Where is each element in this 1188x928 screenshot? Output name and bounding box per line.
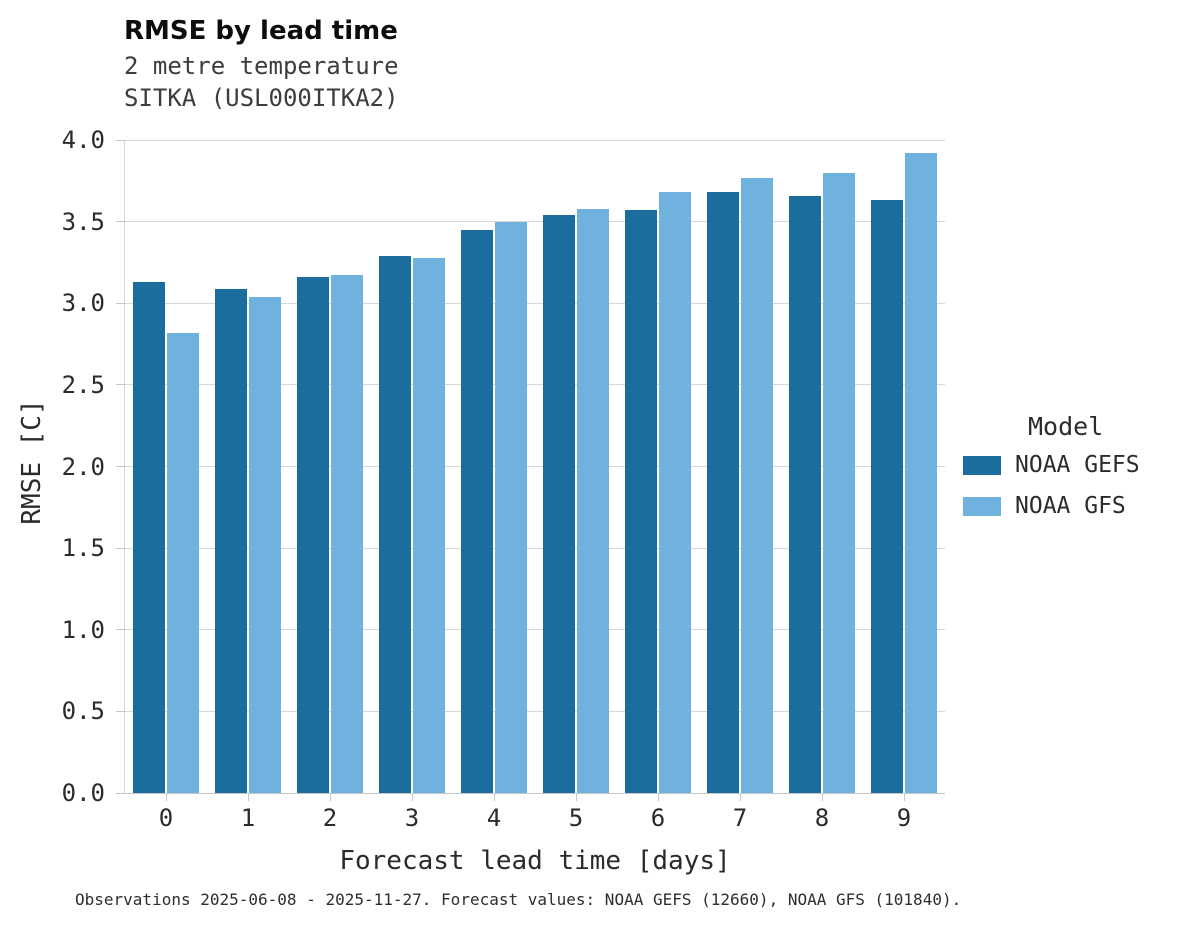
chart-title: RMSE by lead time — [124, 16, 398, 46]
bar-noaa-gfs-lead-3 — [413, 257, 445, 793]
y-tick-mark — [116, 710, 125, 712]
y-tick-label: 3.0 — [61, 289, 105, 318]
gridline — [125, 547, 945, 549]
x-tick-mark — [165, 793, 167, 801]
x-axis-label: Forecast lead time [days] — [339, 846, 731, 876]
legend-entry: NOAA GEFS — [963, 452, 1140, 478]
y-tick-mark — [116, 139, 125, 141]
legend: NOAA GEFS NOAA GFS — [963, 452, 1140, 519]
legend-title: Model — [1028, 412, 1104, 441]
plot-area: 0.0 0.5 1.0 1.5 2.0 2.5 3.0 3.5 4.0 0 1 2 3 4 5 6 7 8 9 — [62, 126, 945, 832]
gridline — [125, 384, 945, 386]
caption-observations: Observations 2025-06-08 - 2025-11-27. Fo… — [75, 890, 962, 909]
y-tick-mark — [116, 466, 125, 467]
y-tick-mark — [116, 792, 125, 794]
chart-subtitle-variable: 2 metre temperature — [124, 52, 399, 80]
y-tick-label: 1.5 — [61, 534, 105, 563]
x-tick-mark — [903, 793, 905, 801]
bar-noaa-gfs-lead-0 — [167, 332, 199, 793]
bar-noaa-gefs-lead-8 — [789, 195, 821, 793]
bar-noaa-gfs-lead-6 — [659, 192, 691, 793]
y-tick-mark — [116, 547, 125, 549]
x-tick-label: 4 — [486, 804, 502, 832]
bar-noaa-gfs-lead-1 — [249, 296, 281, 793]
x-tick-label: 7 — [732, 804, 748, 832]
x-tick-mark — [329, 793, 331, 801]
bar-noaa-gefs-lead-1 — [215, 288, 247, 793]
legend-label: NOAA GEFS — [1015, 452, 1140, 478]
gridline — [125, 710, 945, 712]
y-tick-label: 0.0 — [61, 779, 105, 807]
bar-noaa-gfs-lead-7 — [741, 177, 773, 793]
x-axis-line — [125, 792, 945, 794]
bar-noaa-gefs-lead-7 — [707, 192, 739, 793]
bar-noaa-gefs-lead-5 — [543, 215, 575, 793]
x-tick-mark — [575, 793, 577, 801]
bar-noaa-gfs-lead-8 — [823, 172, 855, 793]
x-tick-label: 8 — [814, 804, 830, 832]
x-tick-label: 1 — [240, 804, 256, 832]
x-tick-mark — [247, 793, 249, 801]
y-tick-label: 4.0 — [61, 126, 105, 154]
legend-swatch-noaa-gefs — [963, 455, 1001, 475]
legend-entry: NOAA GFS — [963, 493, 1140, 519]
y-tick-mark — [116, 302, 125, 304]
chart-subtitle-station: SITKA (USL000ITKA2) — [124, 84, 399, 112]
y-tick-label: 3.5 — [61, 207, 105, 236]
y-tick-label: 2.5 — [61, 370, 105, 399]
x-tick-label: 9 — [896, 804, 912, 832]
y-tick-mark — [116, 221, 125, 223]
gridline — [125, 629, 945, 631]
gridline — [125, 466, 945, 467]
legend-label: NOAA GFS — [1015, 493, 1126, 519]
x-tick-mark — [821, 793, 823, 801]
gridline — [125, 221, 945, 223]
x-tick-mark — [657, 793, 659, 801]
y-tick-mark — [116, 629, 125, 631]
bar-noaa-gefs-lead-2 — [297, 277, 329, 793]
x-tick-label: 6 — [650, 804, 666, 832]
x-tick-mark — [739, 793, 741, 801]
x-tick-label: 3 — [404, 804, 420, 832]
gridline — [125, 139, 945, 141]
bar-noaa-gfs-lead-5 — [577, 208, 609, 793]
bar-noaa-gfs-lead-2 — [331, 275, 363, 793]
bar-noaa-gefs-lead-4 — [461, 229, 493, 793]
x-tick-label: 2 — [322, 804, 338, 832]
x-tick-label: 0 — [158, 804, 174, 832]
x-tick-mark — [411, 793, 413, 801]
x-tick-mark — [493, 793, 495, 801]
bar-noaa-gfs-lead-9 — [905, 153, 937, 793]
bar-noaa-gefs-lead-0 — [133, 282, 165, 793]
bar-noaa-gefs-lead-3 — [379, 255, 411, 793]
legend-swatch-noaa-gfs — [963, 496, 1001, 516]
y-tick-label: 0.5 — [61, 697, 105, 726]
y-tick-mark — [116, 384, 125, 386]
bar-noaa-gefs-lead-6 — [625, 210, 657, 793]
y-tick-label: 2.0 — [61, 452, 105, 481]
x-tick-label: 5 — [568, 804, 584, 832]
bar-noaa-gfs-lead-4 — [495, 221, 527, 793]
gridline — [125, 302, 945, 304]
y-tick-label: 1.0 — [61, 615, 105, 644]
bar-noaa-gefs-lead-9 — [871, 200, 903, 793]
